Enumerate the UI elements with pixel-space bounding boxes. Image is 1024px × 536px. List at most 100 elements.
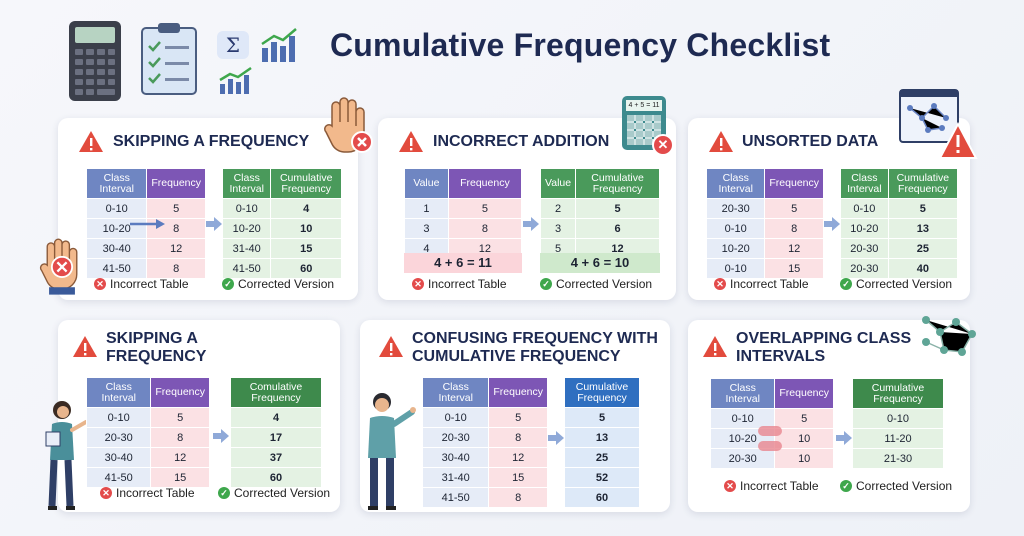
- column-header: Class Interval: [709, 378, 776, 409]
- legend-incorrect: ✕ Incorrect Table: [100, 486, 195, 500]
- table-cell: 5: [575, 198, 660, 219]
- table-cell: 12: [764, 238, 824, 259]
- column-header: Frequency: [764, 168, 824, 199]
- table-cell: 20-30: [421, 427, 490, 448]
- table-cell: 10: [774, 428, 834, 449]
- table-cell: 8: [150, 427, 210, 448]
- column-header: Class Interval: [221, 168, 272, 199]
- card-title-line: OVERLAPPING CLASS: [736, 330, 912, 347]
- table-cell: 60: [230, 467, 322, 488]
- table-cell: 30-40: [85, 447, 152, 468]
- column-header: Frequency: [146, 168, 206, 199]
- warning-icon: [379, 336, 403, 357]
- check-circle-icon: ✓: [840, 480, 852, 492]
- table-cell: 0-10: [840, 198, 889, 219]
- stop-hand-icon: [39, 238, 78, 295]
- corrected-table: Class Interval Cumulative Frequency 0-10 5…: [840, 168, 959, 279]
- incorrect-table: Class Interval Frequency 20-30 5 0-10 8 10-…: [705, 168, 824, 279]
- table-cell: 15: [764, 258, 824, 279]
- x-circle-icon: ✕: [94, 278, 106, 290]
- legend-incorrect: ✕ Incorrect Table: [412, 277, 507, 291]
- table-cell: 20-30: [85, 427, 152, 448]
- table-cell: 10-20: [221, 218, 272, 239]
- network-nodes-icon: [922, 316, 976, 356]
- legend-corrected: ✓ Corrected Version: [840, 479, 952, 493]
- arrow-right-icon: [548, 431, 564, 445]
- sigma-icon: Σ: [217, 31, 249, 59]
- table-cell: 41-50: [421, 487, 490, 508]
- card-title-line: FREQUENCY: [106, 348, 207, 365]
- table-cell: 52: [564, 467, 640, 488]
- table-cell: 10: [270, 218, 342, 239]
- legend-incorrect: ✕ Incorrect Table: [714, 277, 809, 291]
- teacher-man-icon: [368, 393, 416, 510]
- corrected-table: Cumulative Frequency 0-10 11-20 21-30: [852, 378, 944, 469]
- calculator-error-icon: 4 + 5 = 11 ✕: [622, 96, 678, 160]
- card-title-line: SKIPPING A: [106, 330, 198, 347]
- table-cell: 60: [270, 258, 342, 279]
- incorrect-table: Class Interval Frequency 0-10 5 20-30 8 30-…: [421, 377, 548, 508]
- calculator-icon: [69, 21, 121, 101]
- table-cell: 0-10: [705, 258, 766, 279]
- table-cell: 31-40: [221, 238, 272, 259]
- table-cell: 0-10: [705, 218, 766, 239]
- table-cell: 30-40: [421, 447, 490, 468]
- card-title-line: INTERVALS: [736, 348, 826, 365]
- table-cell: 20-30: [709, 448, 776, 469]
- incorrect-table: Class Interval Frequency 0-10 5 10-20 8 30-…: [85, 168, 206, 279]
- table-cell: 41-50: [85, 467, 152, 488]
- x-circle-icon: ✕: [724, 480, 736, 492]
- column-header: Cumulative Frequency: [564, 377, 640, 408]
- sum-row-incorrect: 4 + 6 = 11: [404, 253, 522, 273]
- x-circle-icon: ✕: [412, 278, 424, 290]
- table-cell: 13: [887, 218, 959, 239]
- corrected-table: Class Interval Cumulative Frequency 0-10 4…: [221, 168, 342, 279]
- calculator-display: 4 + 5 = 11: [626, 100, 662, 111]
- teacher-woman-icon: [45, 401, 88, 510]
- legend-incorrect: ✕ Incorrect Table: [724, 479, 819, 493]
- x-circle-icon: ✕: [714, 278, 726, 290]
- table-cell: 5: [146, 198, 206, 219]
- table-cell: 8: [488, 427, 548, 448]
- table-cell: 4: [230, 407, 322, 428]
- column-header: Comulative Frequency: [230, 377, 322, 408]
- incorrect-table: Class Interval Frequency 0-10 5 20-30 8 30-…: [85, 377, 210, 488]
- table-cell: 37: [230, 447, 322, 468]
- table-cell: 5: [447, 198, 523, 219]
- table-cell: 0-10: [221, 198, 272, 219]
- table-cell: 15: [270, 238, 342, 259]
- arrow-right-icon: [206, 217, 222, 231]
- check-circle-icon: ✓: [540, 278, 552, 290]
- table-cell: 1: [404, 198, 449, 219]
- table-cell: 25: [564, 447, 640, 468]
- column-header: Value: [539, 168, 577, 199]
- legend-label: Incorrect Table: [116, 486, 195, 500]
- card-title: INCORRECT ADDITION: [433, 133, 610, 150]
- table-cell: 0-10: [852, 408, 944, 429]
- table-cell: 3: [539, 218, 577, 239]
- growth-chart-icon: [219, 66, 252, 94]
- overlap-highlight: [758, 441, 782, 451]
- table-cell: 10-20: [705, 238, 766, 259]
- corrected-table: Cumulative Frequency 5 13 25 52 60: [564, 377, 640, 508]
- table-cell: 6: [575, 218, 660, 239]
- svg-text:Σ: Σ: [226, 33, 240, 57]
- column-header: Cumulative Frequency: [852, 378, 944, 409]
- column-header: Frequency: [488, 377, 548, 408]
- pointer-arrow-icon: [130, 219, 165, 229]
- table-cell: 17: [230, 427, 322, 448]
- table-cell: 4: [270, 198, 342, 219]
- table-cell: 40: [887, 258, 959, 279]
- column-header: Cumulative Frequency: [270, 168, 342, 199]
- card-title: SKIPPING A FREQUENCY: [106, 330, 206, 366]
- table-cell: 15: [150, 467, 210, 488]
- incorrect-table: Class Interval Frequency 0-10 5 10-20 10 20…: [709, 378, 834, 469]
- card-title: SKIPPING A FREQUENCY: [113, 133, 310, 150]
- x-circle-icon: ✕: [100, 487, 112, 499]
- table-cell: 0-10: [85, 407, 152, 428]
- table-cell: 0-10: [421, 407, 490, 428]
- column-header: Cumulative Frequency: [575, 168, 660, 199]
- arrow-right-icon: [213, 429, 229, 443]
- legend-corrected: ✓ Corrected Version: [540, 277, 652, 291]
